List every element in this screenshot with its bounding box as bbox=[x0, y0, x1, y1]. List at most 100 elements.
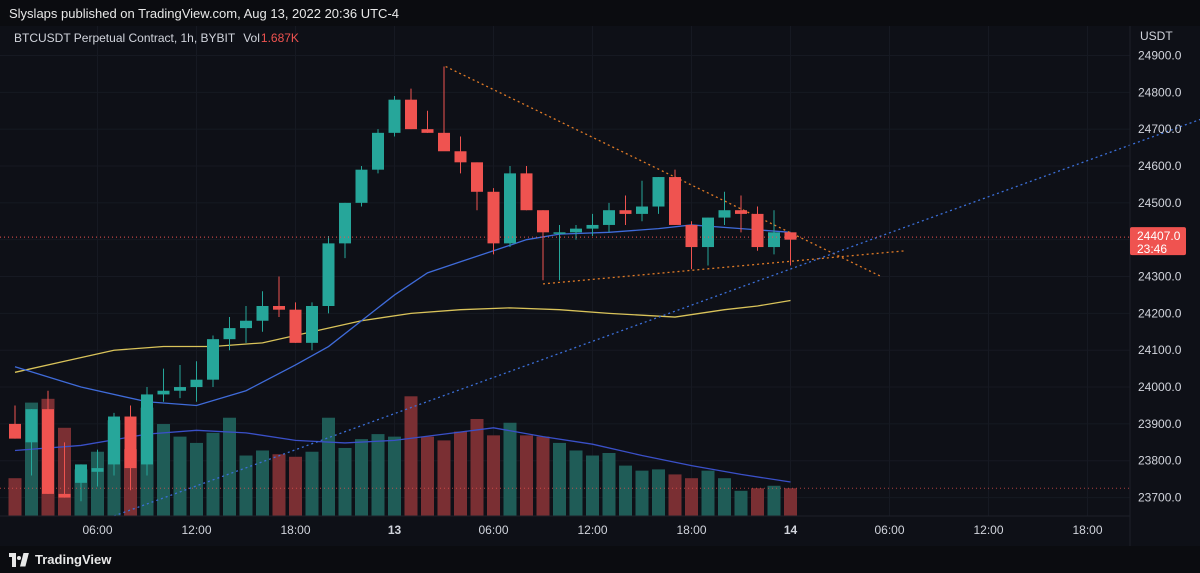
candle-body bbox=[25, 409, 38, 443]
price-tick-label: 24000.0 bbox=[1138, 380, 1182, 394]
volume-bar bbox=[223, 417, 236, 516]
volume-bar bbox=[421, 436, 434, 516]
volume-ma-line bbox=[14, 427, 791, 483]
time-tick-label: 12:00 bbox=[973, 523, 1003, 537]
bar-countdown: 23:46 bbox=[1137, 242, 1167, 256]
volume-bar bbox=[619, 465, 632, 516]
candle-body bbox=[735, 210, 747, 214]
volume-bar bbox=[289, 456, 302, 516]
volume-bar bbox=[520, 435, 533, 516]
volume-bar bbox=[685, 478, 698, 516]
candle-body bbox=[685, 224, 698, 248]
volume-bar bbox=[586, 455, 599, 516]
candlesticks bbox=[9, 66, 797, 502]
price-tick-label: 24500.0 bbox=[1138, 196, 1182, 210]
time-tick-label: 18:00 bbox=[676, 523, 706, 537]
volume-bar bbox=[157, 424, 170, 516]
volume-bar bbox=[256, 450, 269, 516]
time-tick-label: 13 bbox=[388, 523, 402, 537]
volume-bar bbox=[503, 422, 517, 516]
volume-bar bbox=[454, 431, 467, 516]
volume-bar bbox=[470, 418, 484, 516]
time-tick-label: 06:00 bbox=[82, 523, 112, 537]
time-tick-label: 12:00 bbox=[181, 523, 211, 537]
volume-bar bbox=[668, 474, 682, 516]
volume-bar bbox=[239, 455, 253, 516]
candle-body bbox=[174, 387, 186, 391]
candle-body bbox=[553, 232, 566, 234]
publish-header: Slyslaps published on TradingView.com, A… bbox=[0, 0, 1200, 26]
volume-bar bbox=[701, 470, 715, 516]
candle-body bbox=[157, 390, 170, 395]
candle-body bbox=[438, 132, 450, 152]
candle-body bbox=[372, 132, 384, 170]
volume-bar bbox=[190, 442, 203, 516]
price-tick-label: 24100.0 bbox=[1138, 343, 1182, 357]
volume-bar bbox=[272, 454, 286, 516]
currency-label: USDT bbox=[1140, 29, 1173, 43]
candle-body bbox=[751, 213, 764, 248]
candle-body bbox=[570, 228, 582, 233]
candle-body bbox=[289, 309, 302, 343]
candle-body bbox=[718, 210, 731, 218]
volume-bar bbox=[371, 434, 385, 516]
volume-bar bbox=[553, 442, 566, 516]
publish-info: Slyslaps published on TradingView.com, A… bbox=[9, 6, 399, 21]
legend: BTCUSDT Perpetual Contract, 1h, BYBIT Vo… bbox=[14, 31, 299, 45]
volume-bar bbox=[569, 450, 583, 516]
last-price-tag: 24407.0 23:46 bbox=[1130, 227, 1186, 256]
volume-bar bbox=[338, 447, 352, 516]
candle-body bbox=[240, 320, 252, 329]
time-tick-label: 18:00 bbox=[1072, 523, 1102, 537]
volume-bar bbox=[635, 470, 649, 516]
last-price-value: 24407.0 bbox=[1137, 229, 1181, 243]
price-tick-label: 23700.0 bbox=[1138, 491, 1182, 505]
candle-body bbox=[471, 162, 483, 192]
candle-body bbox=[504, 173, 516, 244]
volume-bar bbox=[751, 488, 764, 516]
candle-body bbox=[273, 306, 285, 310]
candle-body bbox=[75, 464, 87, 483]
candle-body bbox=[454, 151, 467, 163]
volume-label: Vol bbox=[243, 31, 260, 45]
chart-container[interactable]: 24900.024800.024700.024600.024500.024400… bbox=[0, 26, 1200, 546]
price-chart[interactable]: 24900.024800.024700.024600.024500.024400… bbox=[0, 26, 1200, 546]
candle-body bbox=[223, 328, 236, 340]
candle-body bbox=[141, 394, 153, 465]
volume-bar bbox=[173, 436, 187, 516]
volume-bar bbox=[718, 478, 731, 516]
time-tick-label: 14 bbox=[784, 523, 798, 537]
candle-body bbox=[619, 210, 632, 214]
symbol-label: BTCUSDT Perpetual Contract, 1h, BYBIT bbox=[14, 31, 236, 45]
grid-lines bbox=[0, 26, 1130, 516]
candle-body bbox=[487, 191, 500, 244]
candle-body bbox=[702, 217, 714, 248]
price-tick-label: 23900.0 bbox=[1138, 417, 1182, 431]
time-axis[interactable]: 06:00 12:00 18:00 13 06:00 12:00 18:00 14 06:00 1… bbox=[82, 523, 1102, 537]
price-tick-label: 23800.0 bbox=[1138, 454, 1182, 468]
candle-body bbox=[421, 129, 434, 133]
candle-body bbox=[108, 416, 120, 465]
volume-bar bbox=[8, 478, 22, 516]
brand-name: TradingView bbox=[35, 552, 112, 567]
volume-bar bbox=[305, 451, 319, 516]
candle-body bbox=[537, 210, 549, 233]
price-tick-label: 24600.0 bbox=[1138, 159, 1182, 173]
price-tick-label: 24300.0 bbox=[1138, 270, 1182, 284]
candle-body bbox=[405, 99, 417, 130]
candle-body bbox=[306, 306, 318, 343]
candle-body bbox=[58, 493, 71, 498]
candle-body bbox=[603, 210, 615, 225]
volume-bar bbox=[404, 396, 418, 516]
candle-body bbox=[207, 339, 219, 380]
volume-bar bbox=[784, 488, 797, 516]
volume-bar bbox=[206, 432, 220, 516]
candle-body bbox=[388, 99, 401, 133]
last-price-line bbox=[0, 236, 1130, 489]
candle-body bbox=[190, 379, 203, 388]
trend-lines bbox=[113, 65, 1200, 517]
tradingview-logo[interactable]: TradingView bbox=[9, 552, 111, 567]
candle-body bbox=[636, 206, 648, 214]
volume-value: 1.687K bbox=[261, 31, 299, 45]
volume-bar bbox=[487, 435, 500, 516]
